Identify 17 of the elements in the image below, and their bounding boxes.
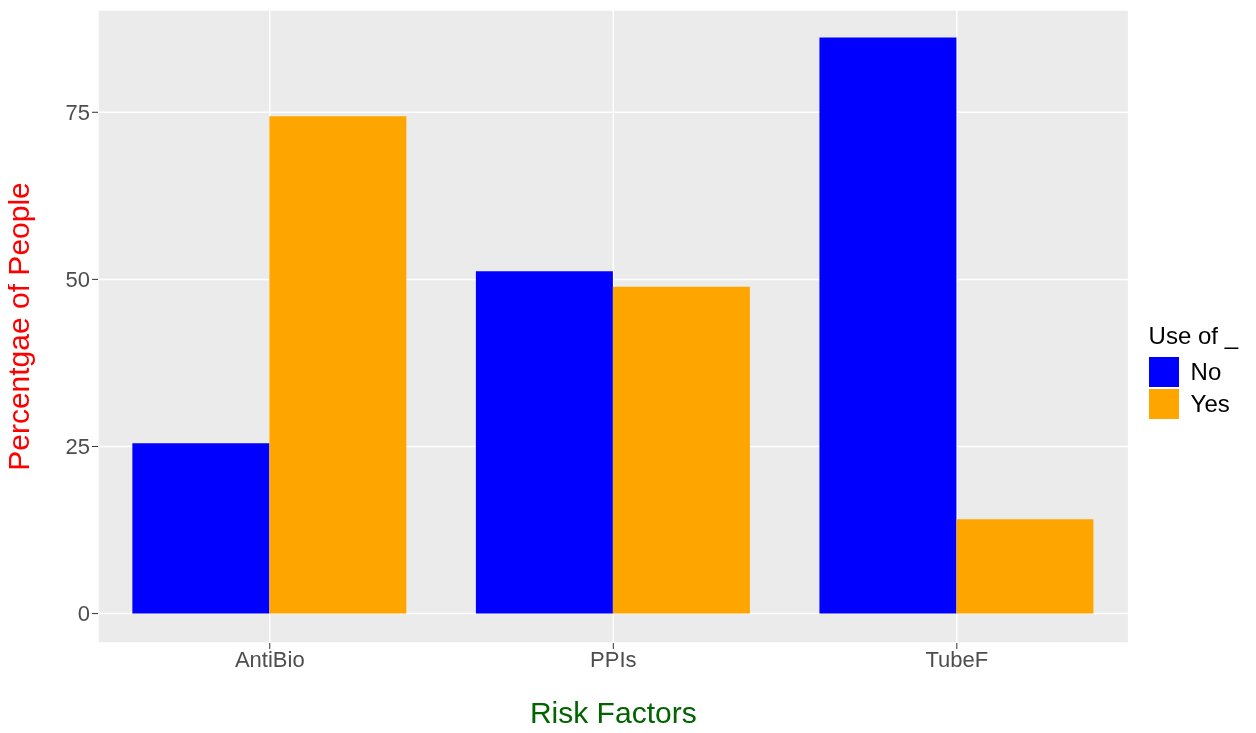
x-tick-label: AntiBio <box>234 646 305 672</box>
y-tick-label: 50 <box>65 267 90 293</box>
bar <box>132 443 270 614</box>
legend-label: No <box>1190 357 1222 386</box>
x-tick-label: TubeF <box>925 646 989 672</box>
bar <box>475 271 613 614</box>
bar <box>819 37 957 614</box>
y-tick-label: 0 <box>77 601 90 627</box>
legend-label: Yes <box>1190 389 1230 418</box>
legend-title: Use of _ <box>1148 321 1238 350</box>
x-axis-title: Risk Factors <box>529 696 697 729</box>
bar <box>956 519 1094 614</box>
bar <box>269 116 407 614</box>
y-tick-label: 75 <box>65 100 90 126</box>
x-tick-label: PPIs <box>590 646 637 672</box>
bar <box>612 286 750 614</box>
y-tick-label: 25 <box>65 434 90 460</box>
